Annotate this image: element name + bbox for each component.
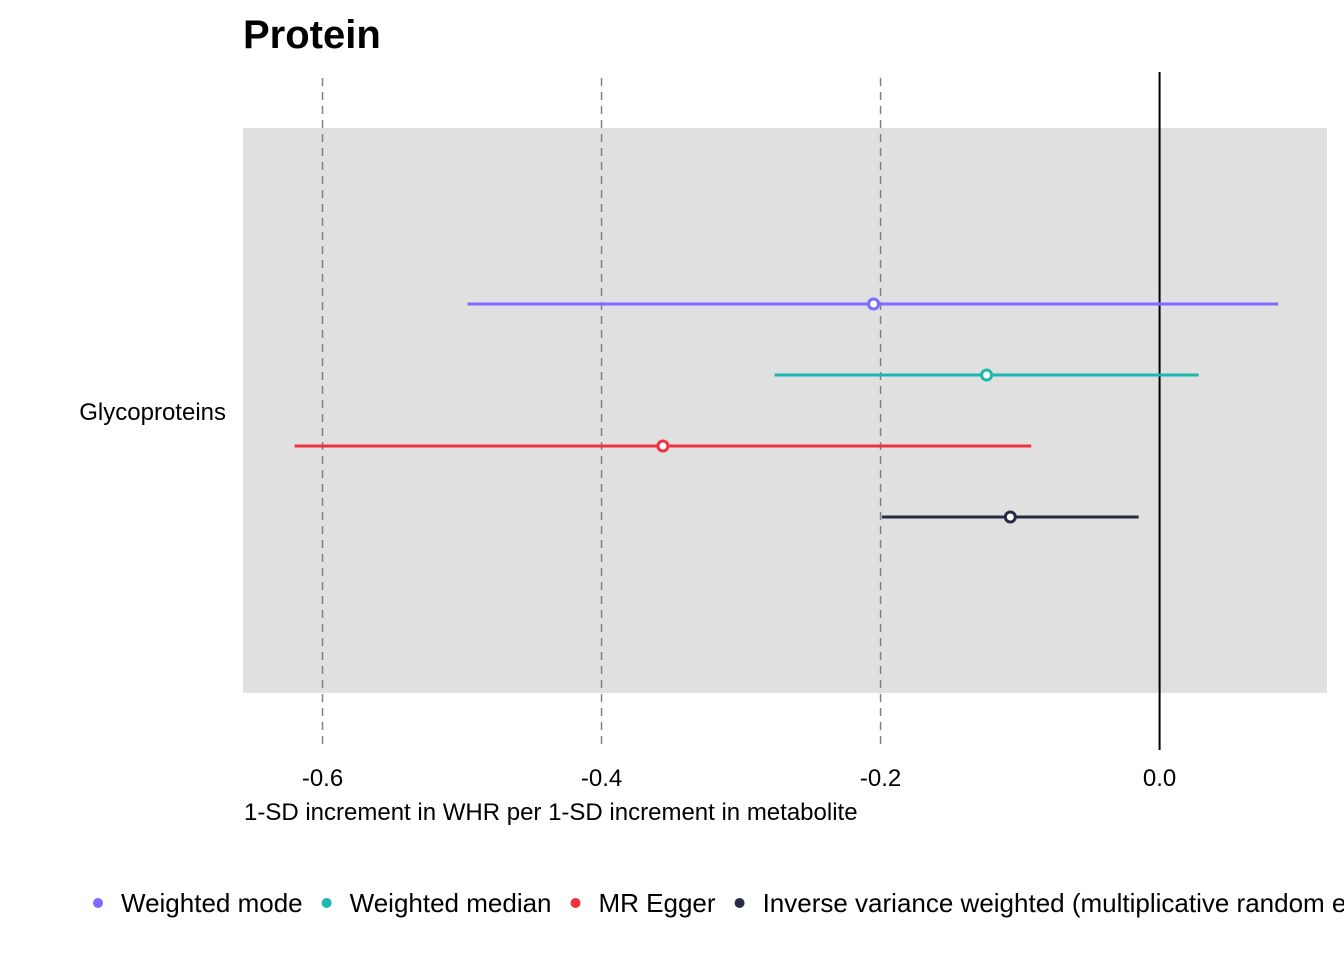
legend-key xyxy=(321,898,332,908)
point-estimate xyxy=(1003,510,1017,524)
legend-label: MR Egger xyxy=(599,888,716,918)
x-axis-ticks: -0.6 -0.4 -0.2 0.0 xyxy=(302,765,1176,792)
x-axis-label: 1-SD increment in WHR per 1-SD increment… xyxy=(244,799,858,826)
legend-key xyxy=(734,898,745,908)
x-tick-label: -0.2 xyxy=(860,765,901,792)
legend-label: Inverse variance weighted (multiplicativ… xyxy=(763,888,1344,918)
legend-label: Weighted mode xyxy=(121,888,303,918)
gridlines xyxy=(321,78,882,750)
legend-label: Weighted median xyxy=(350,888,552,918)
legend: Weighted mode Weighted median MR Egger Inve… xyxy=(93,888,1344,918)
legend-key xyxy=(93,898,103,908)
x-tick-label: -0.4 xyxy=(581,765,622,792)
point-estimate xyxy=(980,368,994,382)
category-label: Glycoproteins xyxy=(79,399,226,426)
series-marks xyxy=(294,297,1279,524)
x-tick-label: 0.0 xyxy=(1143,765,1176,792)
point-estimate xyxy=(656,439,670,453)
legend-key xyxy=(570,898,581,908)
chart-title: Protein xyxy=(243,13,381,57)
category-band xyxy=(243,128,1327,693)
point-estimate xyxy=(867,297,881,311)
x-tick-label: -0.6 xyxy=(302,765,343,792)
